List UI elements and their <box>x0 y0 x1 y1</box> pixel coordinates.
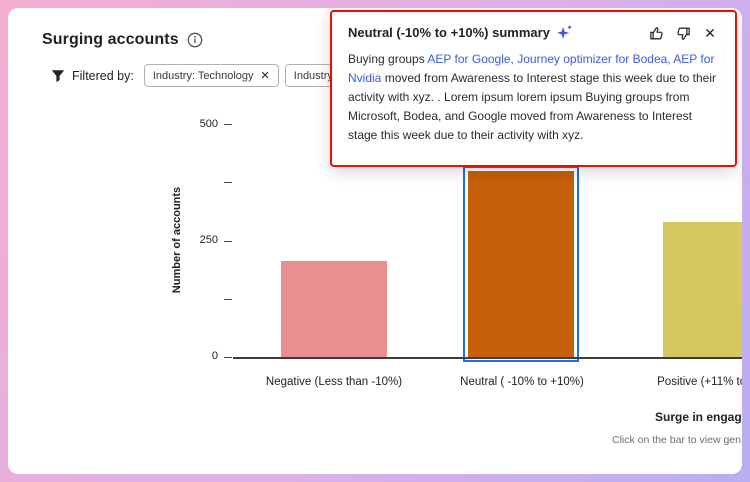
x-tick-label: Positive (+11% to +50%) <box>657 376 742 388</box>
page-title: Surging accounts <box>42 31 179 48</box>
y-tick-label: 250 <box>199 234 218 246</box>
chart-hint-text: Click on the bar to view gen AI <box>612 434 742 446</box>
y-tick-label: 0 <box>211 350 218 362</box>
close-icon[interactable]: ✕ <box>704 24 716 41</box>
thumbs-down-button[interactable] <box>674 24 692 42</box>
ai-summary-popup: Neutral (-10% to +10%) summary <box>330 10 737 167</box>
bar[interactable] <box>663 222 742 357</box>
y-tick <box>224 182 232 183</box>
surging-accounts-panel: Surging accounts Filtered by: Industry: … <box>8 8 742 474</box>
thumbs-up-button[interactable] <box>647 24 665 42</box>
popup-summary-text: Buying groups AEP for Google, Journey op… <box>348 50 719 145</box>
summary-text-after: moved from Awareness to Interest stage t… <box>348 71 716 142</box>
y-tick <box>224 299 232 300</box>
y-tick-label: 500 <box>199 118 218 130</box>
chip-close-icon[interactable]: ✕ <box>260 70 270 82</box>
bar[interactable] <box>281 261 387 357</box>
panel-header: Surging accounts <box>42 31 203 49</box>
filter-bar: Filtered by: Industry: Technology ✕ Indu… <box>50 64 378 87</box>
filter-chip-technology[interactable]: Industry: Technology ✕ <box>143 64 279 87</box>
popup-actions: ✕ <box>647 24 719 42</box>
summary-text-before: Buying groups <box>348 52 428 66</box>
y-tick <box>224 357 232 358</box>
ai-sparkle-icon <box>556 24 573 40</box>
x-axis-title: Surge in engagement <box>655 410 742 424</box>
summary-link[interactable]: AEP for Google, Journey optimizer for Bo… <box>348 52 715 85</box>
x-tick-label: Negative (Less than -10%) <box>265 376 403 388</box>
filter-chip-label: Industry: Technology <box>152 69 254 82</box>
popup-header: Neutral (-10% to +10%) summary <box>348 24 719 42</box>
y-tick <box>224 241 232 242</box>
bar[interactable] <box>463 166 579 362</box>
y-tick <box>224 124 232 125</box>
x-axis-line <box>233 357 742 359</box>
filtered-by-label: Filtered by: <box>72 68 134 83</box>
x-tick-label: Neutral ( -10% to +10%) <box>460 376 584 388</box>
info-icon[interactable] <box>187 32 203 48</box>
popup-title: Neutral (-10% to +10%) summary <box>348 24 550 40</box>
filter-funnel-icon[interactable] <box>50 68 66 84</box>
